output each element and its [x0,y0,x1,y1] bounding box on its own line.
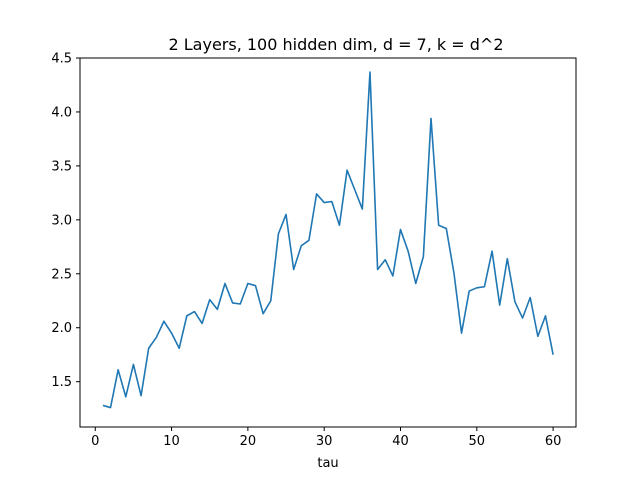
plot-frame [79,57,577,428]
x-tick-label: 20 [240,434,257,449]
x-tick-label: 30 [316,434,333,449]
y-tick-label: 2.5 [51,267,72,282]
y-tick-label: 4.5 [51,52,72,67]
series-line [102,71,554,409]
x-tick-label: 10 [163,434,180,449]
y-tick-label: 4.0 [51,105,72,120]
x-axis-label: tau [317,456,338,471]
x-tick-label: 0 [91,434,99,449]
y-tick-label: 2.0 [51,321,72,336]
x-tick-label: 50 [469,434,486,449]
y-tick-label: 1.5 [51,375,72,390]
y-tick-label: 3.5 [51,159,72,174]
x-tick-label: 60 [545,434,562,449]
x-tick-label: 40 [392,434,409,449]
chart-title: 2 Layers, 100 hidden dim, d = 7, k = d^2 [168,35,503,54]
y-tick-label: 3.0 [51,213,72,228]
